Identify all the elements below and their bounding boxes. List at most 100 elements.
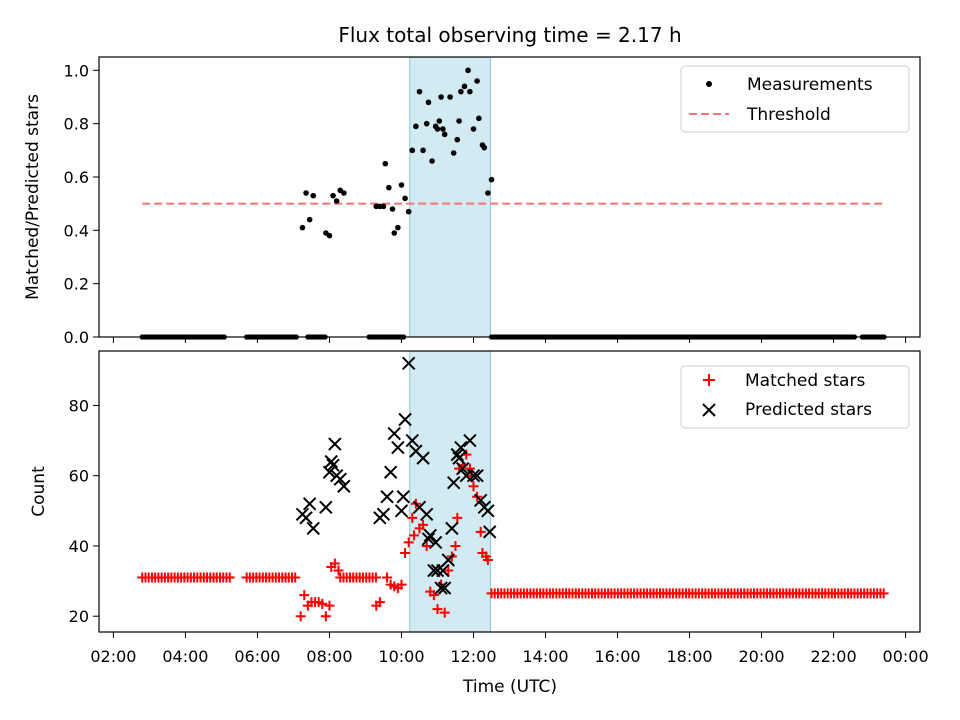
count-panel: 20 40 60 80 Count Matched stars Predicted s… [29,350,921,633]
predicted-stars-point [401,356,416,371]
predicted-stars-point [421,532,436,546]
matched-stars-point [403,537,414,548]
matched-legend-label: Matched stars [745,371,865,391]
predicted-stars-point [455,461,470,476]
predicted-stars-point [445,521,459,536]
measurement-point [450,150,457,156]
ratio-panel: 0.0 0.2 0.4 0.6 0.8 1.0 Matched/Predicted sta… [23,56,921,347]
predicted-stars-point [391,440,405,455]
matched-stars-point [439,607,450,618]
predicted-stars-point [396,490,410,504]
matched-stars-point [329,558,340,569]
predicted-stars-point [463,433,477,448]
matched-stars-point [452,512,463,523]
measurements-legend-label: Measurements [747,75,873,95]
measurement-point [474,78,480,84]
ratio-y-tick-label: 1.0 [64,61,89,80]
x-tick-label: 02:00 [90,647,136,666]
measurement-point [310,192,317,199]
matched-stars-point [324,600,335,611]
matched-stars-point [450,540,461,551]
predicted-stars-point [383,465,398,479]
observing-window-span-top [409,56,491,338]
ratio-plot-frame [98,56,921,338]
count-y-tick-label: 20 [69,607,89,626]
predicted-stars-point [434,581,448,595]
ratio-y-tick-label: 0.2 [64,275,89,294]
ratio-y-tick-label: 0.6 [64,168,89,187]
predicted-stars-point [452,451,466,465]
measurement-point [416,88,423,95]
predicted-stars-point [473,493,488,507]
measurement-point [402,195,408,202]
matched-legend-marker [703,374,715,386]
measurement-point [303,190,309,196]
matched-stars-point [400,547,411,558]
predicted-stars-point [394,504,409,518]
measurement-point [413,123,419,130]
predicted-stars-point [299,511,313,525]
count-y-axis-label: Count [29,466,49,517]
measurement-point [461,83,468,90]
predicted-stars-point [380,490,394,504]
x-tick-label: 20:00 [739,647,785,666]
predicted-stars-point [333,472,347,486]
matched-stars-point [295,611,306,622]
predicted-stars-point [436,563,450,578]
measurement-point [488,176,495,183]
x-tick-label: 22:00 [811,647,857,666]
measurement-point [326,232,333,239]
matched-stars-point [370,572,381,583]
count-y-tick-label: 60 [69,467,89,486]
measurement-point [398,182,405,188]
matched-stars-point [475,526,486,537]
measurement-point [425,99,432,106]
measurement-point [440,126,446,132]
matched-stars-point [396,579,407,590]
measurement-point [476,115,482,122]
x-tick-label: 16:00 [594,647,640,666]
count-legend-box [680,365,910,429]
predicted-stars-point [419,507,434,522]
threshold-legend-label: Threshold [746,105,831,125]
predicted-stars-point [450,447,464,462]
predicted-stars-point [416,451,430,465]
predicted-stars-point [466,468,481,483]
predicted-stars-point [405,433,419,448]
measurement-point [386,184,392,191]
matched-stars-point [224,572,235,583]
matched-stars-point [317,598,328,609]
predicted-stars-point [387,426,401,441]
predicted-stars-point [454,440,468,455]
measurement-point [465,67,471,74]
matched-stars-point [421,540,432,551]
matched-stars-point [320,611,331,622]
predicted-stars-point [441,553,455,567]
x-tick-label: 08:00 [306,647,352,666]
x-tick-label: 06:00 [234,647,280,666]
time-axis-ticks: 02:00 04:00 06:00 08:00 10:00 12:00 14:00 16:00… [90,337,929,666]
ratio-y-tick-label: 0.8 [64,115,89,134]
predicted-legend-label: Predicted stars [745,400,872,420]
x-tick-label: 10:00 [378,647,424,666]
predicted-stars-point [428,535,443,550]
measurement-point [454,136,461,143]
predicted-stars-points [295,356,497,595]
measurement-point [434,126,441,132]
count-axis-ticks: 20 40 60 80 [69,396,99,626]
matched-stars-point [333,565,344,576]
measurement-point [447,94,453,100]
count-y-tick-label: 40 [69,537,89,556]
predicted-stars-point [430,563,445,578]
x-tick-label: 00:00 [883,647,929,666]
measurement-point [467,88,473,95]
predicted-stars-point [322,465,337,479]
matched-stars-point [878,588,889,599]
matched-stars-point [432,604,443,615]
measurement-point [429,158,435,164]
predicted-stars-point [306,521,320,536]
figure-title: Flux total observing time = 2.17 h [338,23,681,47]
measurement-point [341,190,347,196]
measurement-point [389,206,396,212]
